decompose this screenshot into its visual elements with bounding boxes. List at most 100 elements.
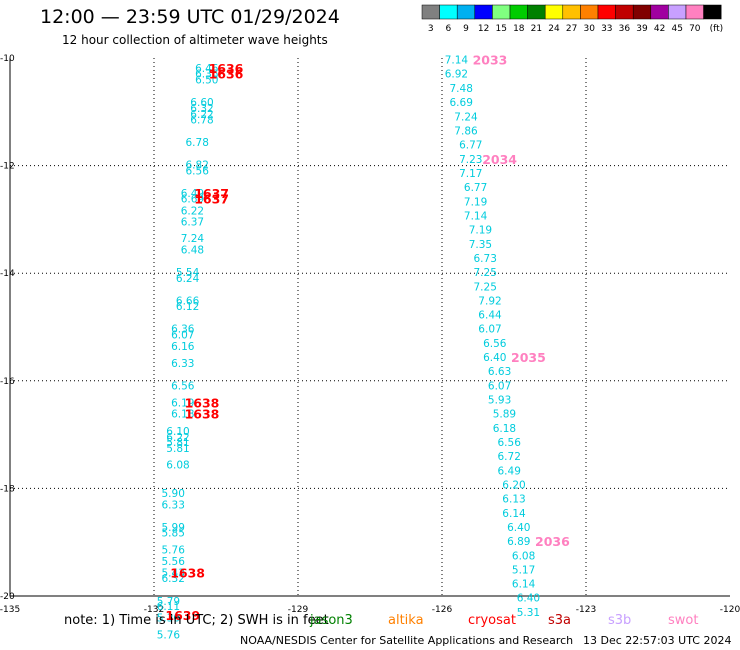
data-point-value: 7.35 xyxy=(469,239,492,251)
data-point-value: 7.19 xyxy=(469,225,492,237)
pass-time-label: 1638 xyxy=(170,565,205,580)
legend-label: 12 xyxy=(478,24,489,34)
pass-time-label: 1638 xyxy=(185,395,220,410)
data-point-value: 6.66 xyxy=(176,296,200,308)
data-point-value: 6.24 xyxy=(176,273,200,285)
data-point-value: 5.76 xyxy=(157,630,181,642)
data-point-value: 6.11 xyxy=(157,601,180,613)
footer-timestamp: 13 Dec 22:57:03 UTC 2024 xyxy=(583,634,732,647)
data-point-value: 6.18 xyxy=(493,423,516,435)
satellite-legend-item: s3a xyxy=(548,613,572,628)
data-point-value: 6.77 xyxy=(464,182,487,194)
legend-label: 21 xyxy=(531,24,542,34)
data-point-value: 6.22 xyxy=(181,205,204,217)
data-point-value: 6.78 xyxy=(186,137,209,149)
pass-time-label: 1636 xyxy=(209,61,244,76)
data-point-value: 6.22 xyxy=(190,109,213,121)
data-point-value: 6.56 xyxy=(186,165,210,177)
data-point-value: 6.07 xyxy=(488,381,511,393)
data-point-value: 6.48 xyxy=(181,245,204,257)
data-point-value: 6.63 xyxy=(488,366,511,378)
data-point-value: 6.12 xyxy=(176,301,199,313)
pass-time-label: 2036 xyxy=(535,534,570,549)
legend-label: 3 xyxy=(428,24,434,34)
legend-label: 6 xyxy=(446,24,452,34)
legend-swatch xyxy=(703,4,722,20)
data-point-value: 6.22 xyxy=(166,432,189,444)
data-point-value: 7.14 xyxy=(445,55,469,67)
data-point-value: 6.07 xyxy=(171,330,194,342)
data-point-value: 6.08 xyxy=(512,551,535,563)
data-point-value: 6.78 xyxy=(190,114,213,126)
x-tick-label: -123 xyxy=(576,605,596,615)
x-tick-label: -135 xyxy=(0,605,20,615)
data-point-value: 7.25 xyxy=(474,267,497,279)
data-point-value: 5.90 xyxy=(162,488,185,500)
data-point-value: 6.36 xyxy=(195,69,219,81)
legend-label: 30 xyxy=(583,24,595,34)
data-point-value: 6.69 xyxy=(181,193,204,205)
data-point-value: 6.72 xyxy=(498,451,521,463)
data-point-value: 6.56 xyxy=(171,381,195,393)
chart-title: 12:00 — 23:59 UTC 01/29/2024 xyxy=(40,6,340,28)
data-point-value: 6.40 xyxy=(517,593,540,605)
data-point-value: 6.77 xyxy=(459,140,482,152)
data-point-value: 5.99 xyxy=(162,522,185,534)
data-point-value: 6.37 xyxy=(181,217,204,229)
legend-label: (ft) xyxy=(710,24,724,34)
data-point-value: 5.79 xyxy=(157,596,180,608)
data-point-value: 6.14 xyxy=(502,508,526,520)
data-point-value: 7.24 xyxy=(181,233,205,245)
legend-label: 70 xyxy=(689,24,701,34)
pass-time-label: 2033 xyxy=(473,53,508,68)
pass-time-label: 1637 xyxy=(194,191,229,206)
y-tick-label: -14 xyxy=(0,269,15,279)
data-point-value: 6.18 xyxy=(171,409,194,421)
legend-label: 18 xyxy=(513,24,525,34)
satellite-legend-item: s3b xyxy=(608,613,632,628)
data-point-value: 5.76 xyxy=(162,545,186,557)
data-point-value: 6.56 xyxy=(483,338,507,350)
data-point-value: 6.36 xyxy=(171,324,195,336)
pass-time-label: 2034 xyxy=(482,152,517,167)
data-point-value: 6.46 xyxy=(195,63,219,75)
data-point-value: 6.49 xyxy=(181,188,204,200)
data-point-value: 6.49 xyxy=(498,466,521,478)
data-point-value: 7.48 xyxy=(450,83,473,95)
data-point-value: 6.08 xyxy=(166,460,189,472)
data-point-value: 5.85 xyxy=(162,528,185,540)
satellite-legend-item: cryosat xyxy=(468,613,516,628)
data-point-value: 7.14 xyxy=(464,211,488,223)
satellite-legend-item: swot xyxy=(668,613,699,628)
legend-label: 15 xyxy=(495,24,506,34)
data-point-value: 7.25 xyxy=(474,282,497,294)
data-point-value: 7.23 xyxy=(459,154,482,166)
data-point-value: 6.20 xyxy=(502,480,525,492)
data-point-value: 6.44 xyxy=(478,310,502,322)
color-legend: 3 6 9 12 15 18 21 24 27 30 33 36 39 42 45 70 (ft) xyxy=(421,4,724,34)
data-point-value: 6.16 xyxy=(171,341,195,353)
data-point-value: 6.33 xyxy=(171,358,194,370)
data-point-value: 5.93 xyxy=(488,395,511,407)
y-tick-label: -12 xyxy=(0,162,15,172)
pass-time-label: 1639 xyxy=(165,608,200,623)
data-point-value: 6.32 xyxy=(162,573,185,585)
data-point-value: 7.19 xyxy=(464,197,487,209)
pass-time-label: 1636 xyxy=(209,67,244,82)
satellite-legend-item: jason3 xyxy=(310,613,353,628)
legend-label: 27 xyxy=(566,24,577,34)
x-tick-label: -120 xyxy=(720,605,740,615)
pass-time-label: 1638 xyxy=(185,407,220,422)
y-tick-label: -20 xyxy=(0,592,15,602)
y-tick-label: -10 xyxy=(0,54,15,64)
data-point-value: 6.32 xyxy=(190,103,213,115)
satellite-legend-item: altika xyxy=(388,613,424,628)
data-point-value: 5.54 xyxy=(176,267,200,279)
data-point-value: 6.89 xyxy=(507,536,530,548)
data-point-value: 6.10 xyxy=(166,426,189,438)
legend-label: 9 xyxy=(463,24,469,34)
data-point-value: 6.19 xyxy=(171,397,194,409)
data-point-value: 6.13 xyxy=(502,494,525,506)
pass-time-label: 1637 xyxy=(194,186,229,201)
